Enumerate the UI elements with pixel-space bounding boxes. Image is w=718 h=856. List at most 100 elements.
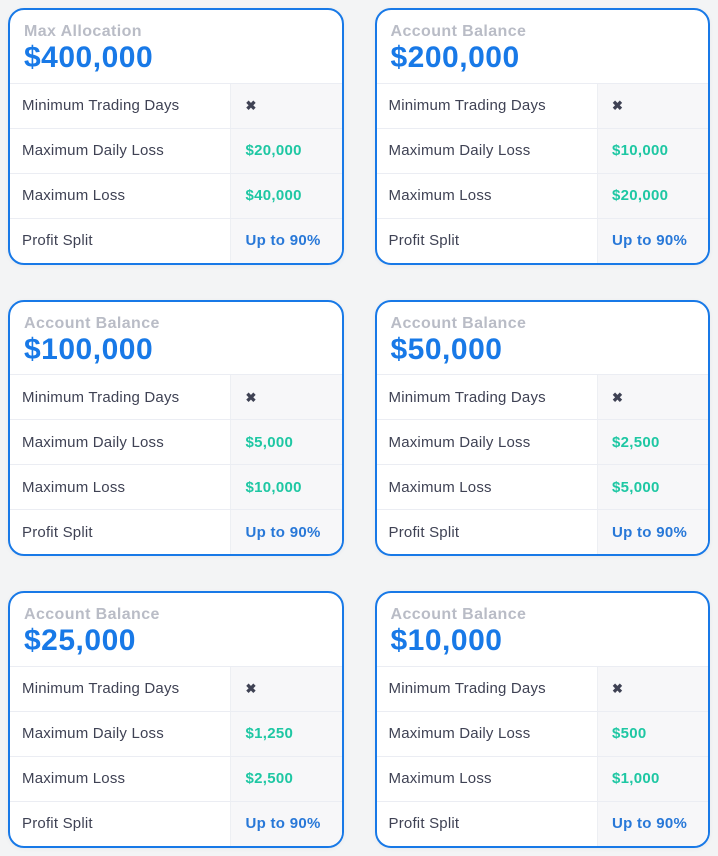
table-row: Maximum Loss $5,000 — [376, 464, 708, 509]
row-label: Minimum Trading Days — [388, 388, 546, 406]
row-value: $20,000 — [230, 128, 342, 173]
row-value: ✖ — [596, 666, 708, 711]
card-table: Minimum Trading Days ✖ Maximum Daily Los… — [10, 665, 342, 846]
account-amount: $10,000 — [390, 624, 503, 657]
table-row: Minimum Trading Days ✖ — [10, 665, 342, 711]
row-value: Up to 90% — [230, 218, 342, 263]
table-row: Maximum Loss $20,000 — [376, 172, 708, 218]
row-value: ✖ — [596, 83, 708, 128]
row-value: ✖ — [230, 666, 342, 711]
card-table: Minimum Trading Days ✖ Maximum Daily Los… — [10, 82, 342, 263]
table-row: Maximum Loss $1,000 — [376, 755, 708, 801]
account-amount: $200,000 — [390, 41, 520, 74]
card-header-label: Account Balance — [24, 314, 160, 332]
row-value: $5,000 — [596, 465, 708, 509]
plan-card-25k: Account Balance $25,000 Minimum Trading … — [8, 591, 344, 848]
row-label: Maximum Loss — [22, 478, 126, 496]
table-row: Minimum Trading Days ✖ — [376, 82, 708, 128]
table-row: Maximum Loss $2,500 — [10, 755, 342, 801]
row-label: Minimum Trading Days — [22, 680, 180, 697]
row-value: ✖ — [230, 375, 342, 419]
x-mark-icon: ✖ — [611, 681, 624, 696]
row-label: Profit Split — [388, 232, 460, 249]
row-value: $10,000 — [596, 128, 708, 173]
row-value: Up to 90% — [230, 801, 342, 846]
row-value: Up to 90% — [596, 801, 708, 846]
row-label: Profit Split — [22, 815, 93, 832]
row-value: ✖ — [596, 375, 708, 419]
table-row: Minimum Trading Days ✖ — [10, 374, 342, 419]
row-label: Maximum Loss — [388, 478, 492, 496]
table-row: Maximum Daily Loss $500 — [376, 710, 708, 756]
card-header-label: Account Balance — [390, 606, 527, 623]
plan-card-200k: Account Balance $200,000 Minimum Trading… — [374, 8, 710, 265]
card-header: Account Balance $200,000 — [377, 10, 709, 83]
card-header: Account Balance $100,000 — [10, 302, 342, 375]
plan-card-400k: Max Allocation $400,000 Minimum Trading … — [8, 8, 344, 265]
row-value: $1,250 — [230, 711, 342, 756]
card-header: Max Allocation $400,000 — [10, 10, 342, 83]
table-row: Maximum Daily Loss $2,500 — [376, 419, 708, 464]
row-value: $2,500 — [596, 420, 708, 464]
table-row: Maximum Daily Loss $5,000 — [10, 419, 342, 464]
x-mark-icon: ✖ — [245, 98, 257, 113]
card-table: Minimum Trading Days ✖ Maximum Daily Los… — [10, 374, 342, 554]
row-value: $40,000 — [230, 173, 342, 218]
row-label: Maximum Loss — [388, 770, 492, 787]
account-amount: $400,000 — [24, 41, 154, 74]
row-label: Maximum Daily Loss — [22, 433, 164, 451]
card-header: Account Balance $25,000 — [10, 593, 342, 666]
row-label: Minimum Trading Days — [22, 388, 180, 406]
row-label: Minimum Trading Days — [388, 97, 546, 114]
account-amount: $25,000 — [24, 624, 136, 657]
row-label: Minimum Trading Days — [388, 680, 546, 697]
row-value: $10,000 — [230, 465, 342, 509]
card-table: Minimum Trading Days ✖ Maximum Daily Los… — [376, 374, 708, 554]
row-label: Maximum Loss — [22, 770, 126, 787]
table-row: Maximum Loss $10,000 — [10, 464, 342, 509]
row-label: Maximum Daily Loss — [22, 725, 164, 742]
account-amount: $100,000 — [24, 332, 154, 366]
row-label: Minimum Trading Days — [22, 97, 180, 114]
row-value: Up to 90% — [596, 218, 708, 263]
row-label: Maximum Daily Loss — [388, 725, 531, 742]
card-header: Account Balance $50,000 — [377, 302, 709, 375]
card-table: Minimum Trading Days ✖ Maximum Daily Los… — [376, 82, 708, 263]
table-row: Minimum Trading Days ✖ — [376, 665, 708, 711]
plan-card-100k: Account Balance $100,000 Minimum Trading… — [8, 299, 344, 556]
plan-card-10k: Account Balance $10,000 Minimum Trading … — [374, 591, 710, 848]
card-header: Account Balance $10,000 — [377, 593, 709, 666]
x-mark-icon: ✖ — [611, 389, 624, 405]
row-label: Profit Split — [388, 815, 460, 832]
x-mark-icon: ✖ — [245, 681, 257, 696]
row-label: Maximum Daily Loss — [388, 433, 531, 451]
card-header-label: Account Balance — [24, 606, 160, 623]
table-row: Profit Split Up to 90% — [10, 509, 342, 554]
table-row: Profit Split Up to 90% — [376, 509, 708, 554]
row-label: Maximum Loss — [22, 187, 126, 204]
table-row: Maximum Daily Loss $20,000 — [10, 127, 342, 173]
plan-card-50k: Account Balance $50,000 Minimum Trading … — [374, 299, 710, 556]
table-row: Maximum Loss $40,000 — [10, 172, 342, 218]
table-row: Profit Split Up to 90% — [376, 217, 708, 263]
row-value: $500 — [596, 711, 708, 756]
account-amount: $50,000 — [390, 332, 503, 366]
row-label: Maximum Daily Loss — [388, 142, 531, 159]
card-header-label: Max Allocation — [24, 23, 142, 40]
row-value: $2,500 — [230, 756, 342, 801]
x-mark-icon: ✖ — [611, 98, 624, 113]
card-header-label: Account Balance — [390, 314, 527, 332]
row-label: Profit Split — [388, 523, 460, 541]
table-row: Minimum Trading Days ✖ — [376, 374, 708, 419]
card-header-label: Account Balance — [390, 23, 527, 40]
table-row: Minimum Trading Days ✖ — [10, 82, 342, 128]
card-table: Minimum Trading Days ✖ Maximum Daily Los… — [376, 665, 708, 846]
table-row: Maximum Daily Loss $1,250 — [10, 710, 342, 756]
row-value: $20,000 — [596, 173, 708, 218]
row-value: $1,000 — [596, 756, 708, 801]
x-mark-icon: ✖ — [245, 389, 257, 405]
row-label: Profit Split — [22, 232, 93, 249]
row-label: Profit Split — [22, 523, 93, 541]
table-row: Maximum Daily Loss $10,000 — [376, 127, 708, 173]
